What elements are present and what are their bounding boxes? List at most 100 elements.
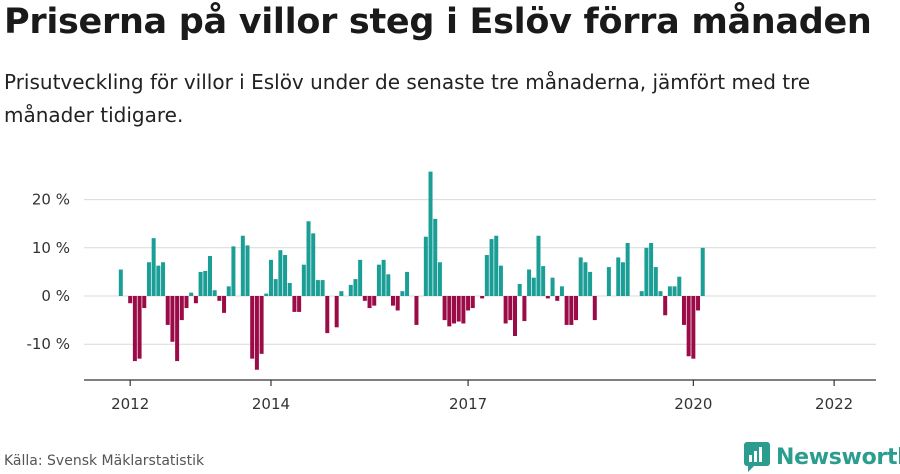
y-tick-label: 10 % (32, 239, 70, 257)
bar (320, 280, 325, 296)
bar (278, 250, 283, 296)
chart-title: Priserna på villor steg i Eslöv förra må… (4, 2, 872, 42)
bar (583, 262, 588, 296)
bar (132, 296, 137, 362)
bar (466, 296, 471, 311)
bar (151, 238, 156, 296)
bar (400, 291, 405, 296)
bar (437, 262, 442, 296)
bar (653, 267, 658, 296)
bar (691, 296, 696, 359)
bar (297, 296, 302, 312)
bar (513, 296, 518, 337)
bar (433, 218, 438, 296)
bar (193, 296, 198, 304)
bar (527, 269, 532, 296)
bar (484, 255, 489, 296)
bar (588, 271, 593, 296)
x-tick-label: 2014 (252, 395, 290, 413)
brand-logo: Newsworthy (744, 442, 900, 472)
bar (574, 296, 579, 321)
bar (667, 286, 672, 296)
bar (325, 296, 330, 334)
bar (156, 265, 161, 296)
bar (306, 221, 311, 296)
bar (268, 259, 273, 296)
bar (686, 296, 691, 357)
x-tick-label: 2022 (815, 395, 853, 413)
x-tick-label: 2012 (111, 395, 149, 413)
bar (555, 296, 560, 301)
bar (198, 271, 203, 296)
bar (517, 283, 522, 296)
bar (301, 264, 306, 296)
bar (367, 296, 372, 309)
bar (362, 296, 367, 301)
bar (423, 236, 428, 296)
bar (273, 279, 278, 296)
bar (184, 296, 189, 309)
bar (250, 296, 255, 359)
bar (550, 277, 555, 296)
bar (137, 296, 142, 359)
bar (165, 296, 170, 325)
bar (700, 247, 705, 296)
bar (644, 247, 649, 296)
y-tick-label: -10 % (26, 335, 70, 353)
bar (677, 276, 682, 296)
bar (142, 296, 147, 309)
bar (658, 291, 663, 296)
bar (592, 296, 597, 321)
bar (283, 255, 288, 296)
bar (311, 233, 316, 296)
bar (395, 296, 400, 311)
bar (461, 296, 466, 324)
bar (663, 296, 668, 316)
bar (372, 296, 377, 306)
bar (339, 291, 344, 296)
bar (259, 296, 264, 354)
bar-chart: 20 % 10 % 0 % -10 % 2012 2014 2017 2020 2022 10… (26, 0, 876, 413)
bar (414, 296, 419, 325)
bar (625, 242, 630, 296)
bar (606, 267, 611, 296)
bar (696, 296, 701, 311)
bar (672, 286, 677, 296)
bar (226, 286, 231, 296)
bar (203, 270, 208, 296)
bar (170, 296, 175, 342)
bar (489, 239, 494, 296)
bar (536, 235, 541, 296)
bar (287, 282, 292, 296)
bar (456, 296, 461, 322)
y-tick-label: 20 % (32, 191, 70, 209)
bar (541, 266, 546, 296)
bar (578, 257, 583, 296)
bar (545, 296, 550, 299)
bars (118, 171, 705, 370)
bar (315, 280, 320, 296)
bar (264, 293, 269, 296)
bar (222, 296, 227, 313)
bar (376, 264, 381, 296)
bar (334, 296, 339, 328)
bar (405, 271, 410, 296)
bar (245, 245, 250, 296)
y-tick-label: 0 % (41, 287, 70, 305)
bar (480, 296, 485, 299)
bar (386, 274, 391, 296)
bar (681, 296, 686, 325)
bar (118, 269, 123, 296)
bar (452, 296, 456, 324)
bar (240, 235, 245, 296)
y-axis-labels: 20 % 10 % 0 % -10 % (26, 191, 70, 354)
bar (358, 259, 363, 296)
bar (161, 262, 166, 296)
bar (428, 171, 433, 296)
bar (175, 296, 180, 362)
source-note: Källa: Svensk Mäklarstatistik (4, 453, 205, 469)
x-tick-label: 2020 (674, 395, 712, 413)
bar (353, 279, 358, 296)
bar (212, 290, 217, 296)
bar (470, 296, 475, 309)
